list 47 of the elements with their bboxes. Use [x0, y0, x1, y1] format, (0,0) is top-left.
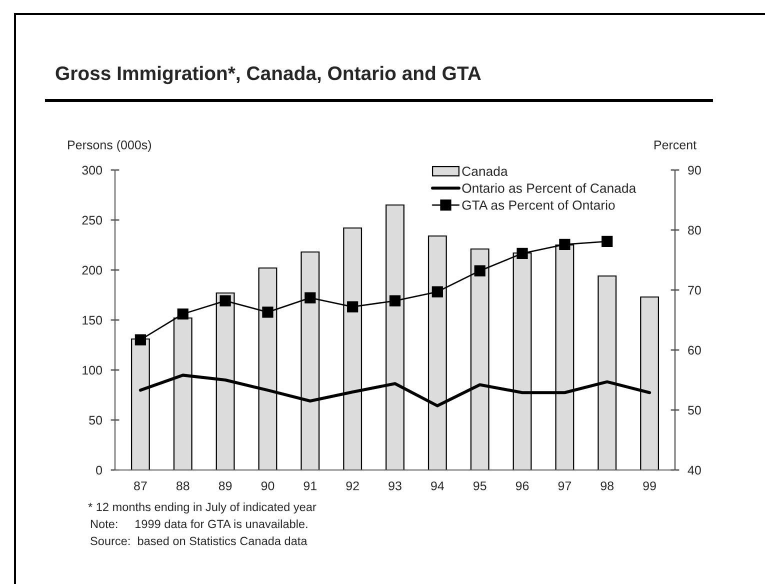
y2-tick-label: 90: [688, 166, 701, 175]
x-tick-label: 91: [304, 481, 316, 490]
x-tick-label: 97: [558, 481, 572, 490]
x-tick-label: 94: [431, 481, 444, 490]
text: * 12 months ending in July of indicated year: [88, 502, 316, 514]
point: [220, 295, 231, 306]
legend-label: Canada: [462, 166, 508, 176]
y2-tick-label: 40: [688, 466, 701, 475]
chart-title: Gross Immigration*, Canada, Ontario and GTA: [56, 66, 481, 84]
x-tick-label: 93: [388, 481, 402, 490]
x-tick-label: 99: [643, 481, 656, 490]
point: [389, 295, 401, 306]
y2-tick-label: 60: [688, 346, 701, 355]
point: [559, 238, 570, 250]
y2-tick-label: 80: [688, 226, 701, 235]
point: [602, 236, 613, 247]
y2-tick-label: 50: [688, 406, 701, 415]
y2-tick-label: 70: [688, 286, 701, 295]
y-tick-label: 150: [82, 316, 102, 325]
y-axis-title: Persons (000s): [68, 140, 152, 152]
x-tick-label: 87: [134, 481, 147, 490]
x-tick-label: 96: [516, 481, 529, 490]
point: [177, 308, 188, 320]
point: [134, 334, 146, 346]
source-note: Source: based on Statistics Canada data: [90, 536, 308, 546]
legend-label: Ontario as Percent of Canada: [462, 183, 636, 193]
x-tick-label: 92: [346, 481, 359, 490]
y-tick-label: 100: [82, 366, 102, 375]
point: [262, 306, 274, 318]
legend-label: GTA as Percent of Ontario: [462, 200, 615, 210]
x-tick-label: 95: [473, 481, 486, 490]
point: [432, 286, 443, 298]
point: [347, 301, 358, 312]
text: Note: 1999 data for GTA is unavailable.: [90, 519, 308, 528]
y-tick-label: 200: [82, 266, 102, 275]
y2-axis-title: Percent: [654, 140, 696, 150]
x-tick-label: 88: [176, 481, 190, 490]
x-tick-label: 89: [218, 481, 232, 490]
point: [516, 248, 528, 259]
x-tick-label: 90: [261, 481, 274, 490]
y-tick-label: 50: [89, 416, 102, 425]
point: [304, 292, 316, 304]
y-tick-label: 0: [96, 466, 102, 475]
y-tick-label: 250: [82, 216, 102, 225]
point: [474, 265, 486, 276]
y-tick-label: 300: [82, 166, 102, 175]
x-tick-label: 98: [600, 481, 614, 490]
